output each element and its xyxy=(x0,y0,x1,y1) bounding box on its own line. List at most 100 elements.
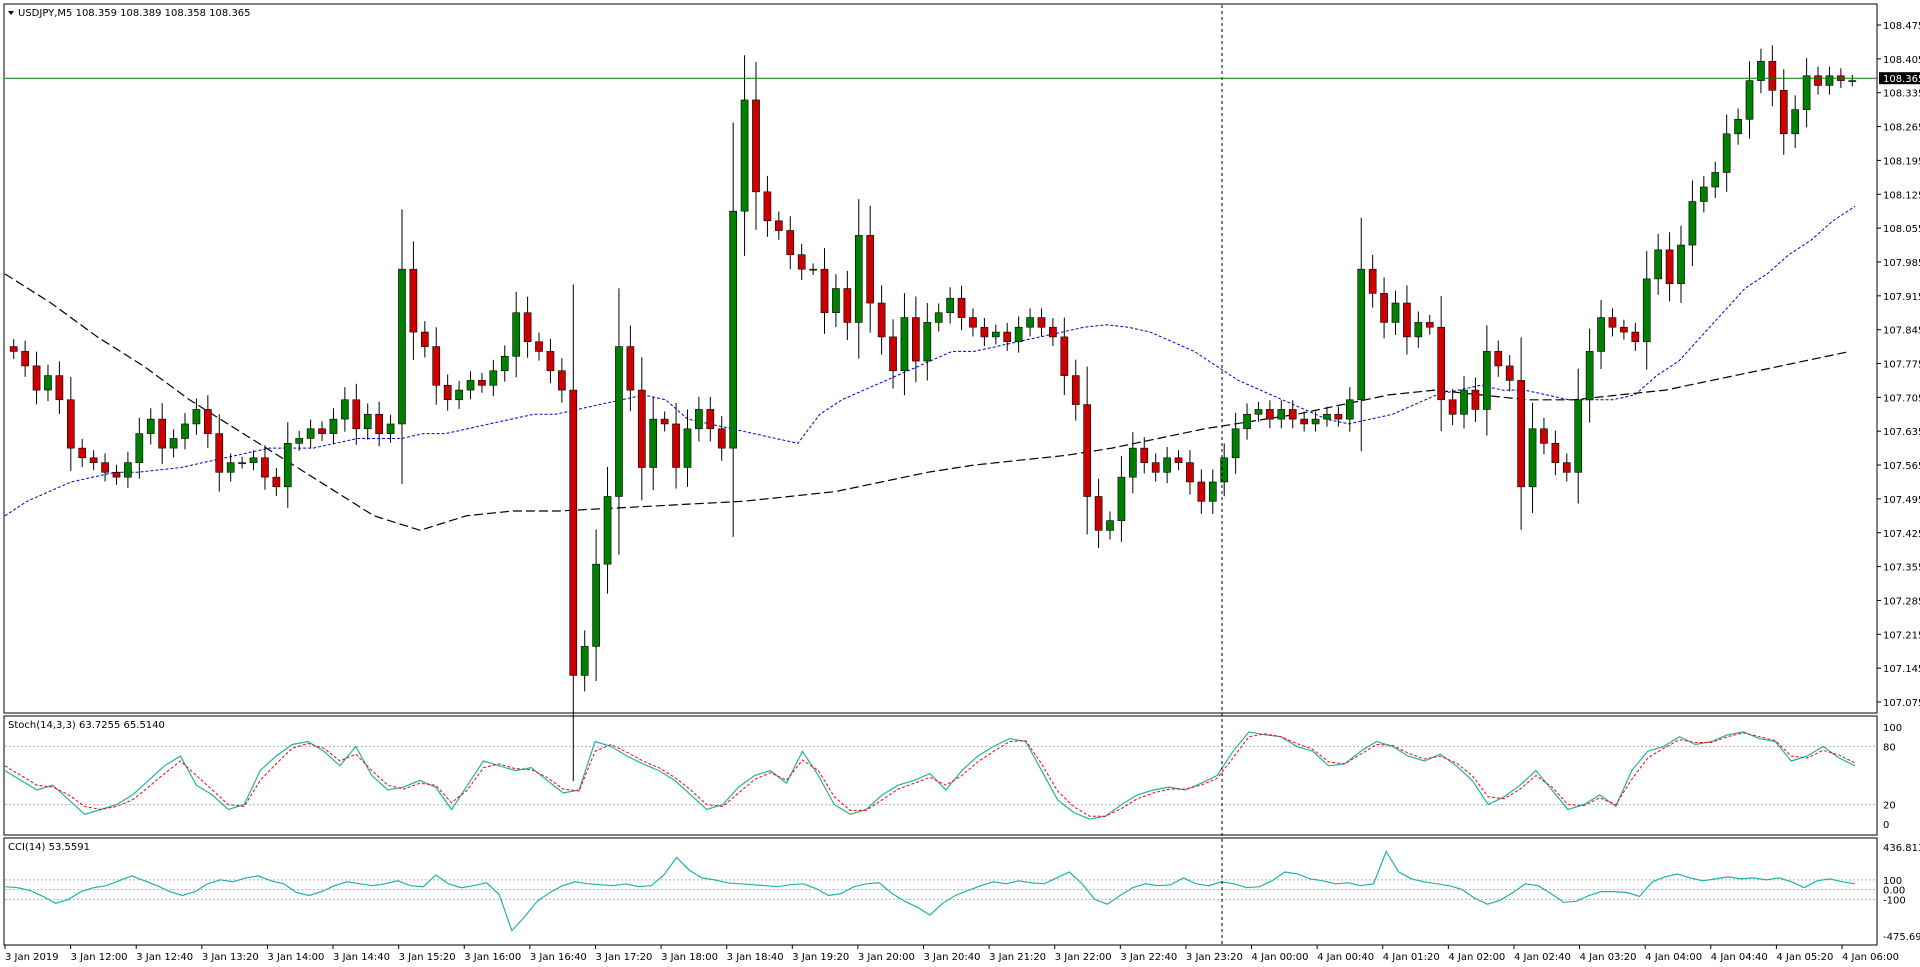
candle xyxy=(55,361,64,415)
current-price-label: 108.365 xyxy=(1879,72,1920,85)
candle xyxy=(204,395,212,448)
bull-candle xyxy=(832,288,840,314)
bear-candle xyxy=(558,370,566,391)
candle xyxy=(706,396,715,442)
bear-candle xyxy=(409,268,418,333)
bear-candle xyxy=(1471,389,1480,410)
candle xyxy=(1791,95,1800,149)
candle xyxy=(1814,66,1822,95)
stoch-axis: 100 80 20 0 xyxy=(1883,723,1902,831)
candle xyxy=(306,419,315,448)
bear-candle xyxy=(1197,481,1206,502)
bear-candle xyxy=(969,317,977,328)
candle xyxy=(455,380,463,409)
cci-tick-label: -100 xyxy=(1883,895,1906,906)
price-tick-label: 107.985 xyxy=(1883,258,1920,269)
bull-candle xyxy=(854,235,863,323)
bear-candle xyxy=(843,288,852,323)
bull-candle xyxy=(615,346,623,497)
candle xyxy=(352,383,361,445)
candle xyxy=(409,241,418,360)
bull-candle xyxy=(946,297,954,314)
bull-candle xyxy=(683,428,692,468)
bear-candle xyxy=(1071,375,1080,405)
candle xyxy=(21,340,29,377)
bull-candle xyxy=(1391,302,1400,323)
candle xyxy=(1220,443,1229,497)
time-tick-label: 4 Jan 00:40 xyxy=(1317,952,1374,963)
candle xyxy=(1391,290,1400,335)
bear-candle xyxy=(1334,413,1343,420)
bear-candle xyxy=(1494,351,1503,367)
bull-candle xyxy=(1597,317,1605,352)
candle xyxy=(1517,337,1525,530)
bear-candle xyxy=(478,380,486,386)
symbol-dropdown-icon[interactable] xyxy=(8,11,14,15)
candle xyxy=(329,408,338,445)
candle xyxy=(843,270,852,341)
candle xyxy=(1231,412,1240,474)
candle xyxy=(729,122,737,537)
bear-candle xyxy=(1049,326,1057,338)
candle xyxy=(546,338,555,384)
price-tick-label: 107.635 xyxy=(1883,427,1920,438)
symbol-info-label: USDJPY,M5 108.359 108.389 108.358 108.36… xyxy=(18,8,251,19)
candle xyxy=(398,209,406,484)
candle xyxy=(1494,340,1503,377)
bull-candle xyxy=(1323,413,1331,420)
candle xyxy=(1003,322,1012,351)
time-tick-label: 4 Jan 03:20 xyxy=(1580,952,1637,963)
candle xyxy=(603,466,612,594)
candle xyxy=(500,345,509,382)
bear-candle xyxy=(1403,302,1411,338)
stoch-tick-label: 20 xyxy=(1883,801,1896,812)
price-tick-label: 107.565 xyxy=(1883,461,1920,472)
time-tick-label: 3 Jan 18:40 xyxy=(727,952,784,963)
candle xyxy=(1551,430,1560,476)
candle xyxy=(1608,308,1617,337)
candle xyxy=(615,288,623,555)
candle xyxy=(1620,319,1628,340)
stoch-main-line xyxy=(4,731,1856,820)
bull-candle xyxy=(1677,244,1685,285)
candle xyxy=(66,377,75,471)
bull-candle xyxy=(740,99,749,212)
cci-lines xyxy=(4,850,1856,932)
bull-candle xyxy=(1734,118,1742,135)
candle xyxy=(1540,417,1548,455)
price-tick-label: 108.265 xyxy=(1883,123,1920,134)
bull-candle xyxy=(1311,418,1320,425)
bull-candle xyxy=(1745,80,1754,120)
candle xyxy=(1094,478,1103,548)
time-tick-label: 4 Jan 00:00 xyxy=(1252,952,1309,963)
time-tick-label: 3 Jan 20:00 xyxy=(858,952,915,963)
candle xyxy=(740,55,749,256)
bull-candle xyxy=(649,418,658,468)
bear-candle xyxy=(9,346,18,352)
bull-candle xyxy=(238,462,246,464)
moving-averages xyxy=(4,205,1856,531)
candle xyxy=(1642,251,1651,370)
bull-candle xyxy=(1574,399,1583,473)
candle xyxy=(249,450,258,471)
bear-candle xyxy=(1631,331,1640,343)
candle xyxy=(181,413,189,450)
cci-tick-label: 100 xyxy=(1883,876,1902,887)
candle xyxy=(637,357,646,501)
candle xyxy=(1779,69,1788,155)
candle xyxy=(295,430,304,451)
candle xyxy=(1654,233,1662,295)
price-tick-label: 108.405 xyxy=(1883,55,1920,66)
candle xyxy=(1631,322,1640,351)
bull-candle xyxy=(1026,317,1034,328)
candle xyxy=(44,364,52,401)
candle xyxy=(946,287,954,324)
bear-candle xyxy=(626,346,635,391)
bear-candle xyxy=(112,472,121,478)
candle xyxy=(980,318,989,347)
candle xyxy=(1049,318,1057,347)
candle xyxy=(1562,453,1571,482)
time-tick-label: 3 Jan 15:20 xyxy=(399,952,456,963)
candle xyxy=(420,321,429,358)
